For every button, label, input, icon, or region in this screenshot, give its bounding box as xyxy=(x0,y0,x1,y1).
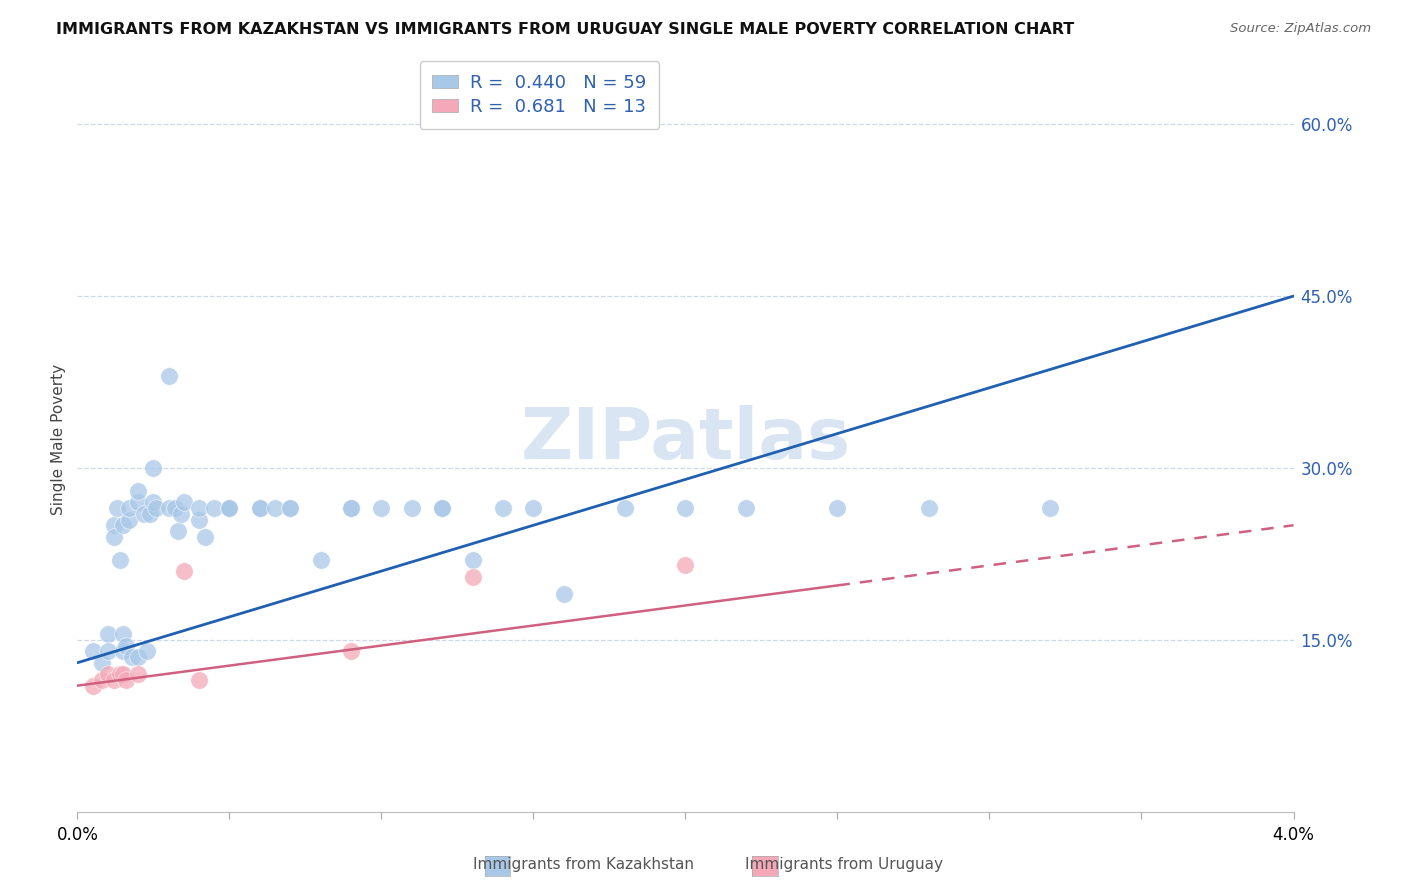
Point xyxy=(432,501,454,516)
Point xyxy=(278,501,301,516)
Text: Immigrants from Uruguay: Immigrants from Uruguay xyxy=(745,857,942,872)
Point xyxy=(188,512,211,526)
Point xyxy=(188,501,211,516)
Point xyxy=(492,501,515,516)
Point xyxy=(108,552,131,566)
Text: Source: ZipAtlas.com: Source: ZipAtlas.com xyxy=(1230,22,1371,36)
Point xyxy=(1039,501,1062,516)
Point xyxy=(111,644,134,658)
Point xyxy=(97,644,120,658)
Point xyxy=(90,656,112,670)
Point xyxy=(111,518,134,533)
Point xyxy=(188,673,211,687)
Legend: R =  0.440   N = 59, R =  0.681   N = 13: R = 0.440 N = 59, R = 0.681 N = 13 xyxy=(420,61,659,128)
Point xyxy=(127,667,149,681)
Point xyxy=(194,530,217,544)
Point xyxy=(522,501,544,516)
Point xyxy=(97,667,120,681)
Point xyxy=(108,667,131,681)
Point xyxy=(249,501,271,516)
Point xyxy=(145,501,167,516)
Point xyxy=(115,673,138,687)
Point xyxy=(918,501,941,516)
Point xyxy=(249,501,271,516)
Point xyxy=(170,507,193,521)
Point xyxy=(118,512,141,526)
Point xyxy=(309,552,332,566)
Text: Immigrants from Kazakhstan: Immigrants from Kazakhstan xyxy=(472,857,695,872)
Point xyxy=(142,461,165,475)
Point xyxy=(127,650,149,665)
Point xyxy=(461,570,484,584)
Y-axis label: Single Male Poverty: Single Male Poverty xyxy=(51,364,66,515)
Point xyxy=(340,644,363,658)
Point xyxy=(827,501,849,516)
Point xyxy=(97,627,120,641)
Point xyxy=(264,501,287,516)
Point xyxy=(613,501,636,516)
Point xyxy=(218,501,240,516)
Point xyxy=(157,501,180,516)
Point xyxy=(121,650,143,665)
Point xyxy=(202,501,225,516)
Point xyxy=(111,627,134,641)
Point xyxy=(675,558,697,573)
Point xyxy=(401,501,423,516)
Point xyxy=(118,501,141,516)
Point xyxy=(340,501,363,516)
Point xyxy=(553,587,575,601)
Point xyxy=(735,501,758,516)
Point xyxy=(432,501,454,516)
Point xyxy=(218,501,240,516)
Text: ZIPatlas: ZIPatlas xyxy=(520,405,851,474)
Text: IMMIGRANTS FROM KAZAKHSTAN VS IMMIGRANTS FROM URUGUAY SINGLE MALE POVERTY CORREL: IMMIGRANTS FROM KAZAKHSTAN VS IMMIGRANTS… xyxy=(56,22,1074,37)
Point xyxy=(461,552,484,566)
Point xyxy=(136,644,159,658)
Point xyxy=(103,673,125,687)
Point xyxy=(127,483,149,498)
Point xyxy=(105,501,128,516)
Point xyxy=(111,667,134,681)
Point xyxy=(278,501,301,516)
Point xyxy=(675,501,697,516)
Point xyxy=(157,369,180,384)
Point xyxy=(163,501,186,516)
Point xyxy=(82,679,104,693)
Point xyxy=(134,507,156,521)
Point xyxy=(127,495,149,509)
Point xyxy=(218,501,240,516)
Point xyxy=(90,673,112,687)
Point xyxy=(173,564,195,578)
Point xyxy=(103,530,125,544)
Point xyxy=(166,524,188,538)
Point xyxy=(173,495,195,509)
Point xyxy=(115,639,138,653)
Point xyxy=(82,644,104,658)
Point xyxy=(142,495,165,509)
Point xyxy=(103,518,125,533)
Point xyxy=(370,501,392,516)
Point xyxy=(139,507,162,521)
Point xyxy=(340,501,363,516)
